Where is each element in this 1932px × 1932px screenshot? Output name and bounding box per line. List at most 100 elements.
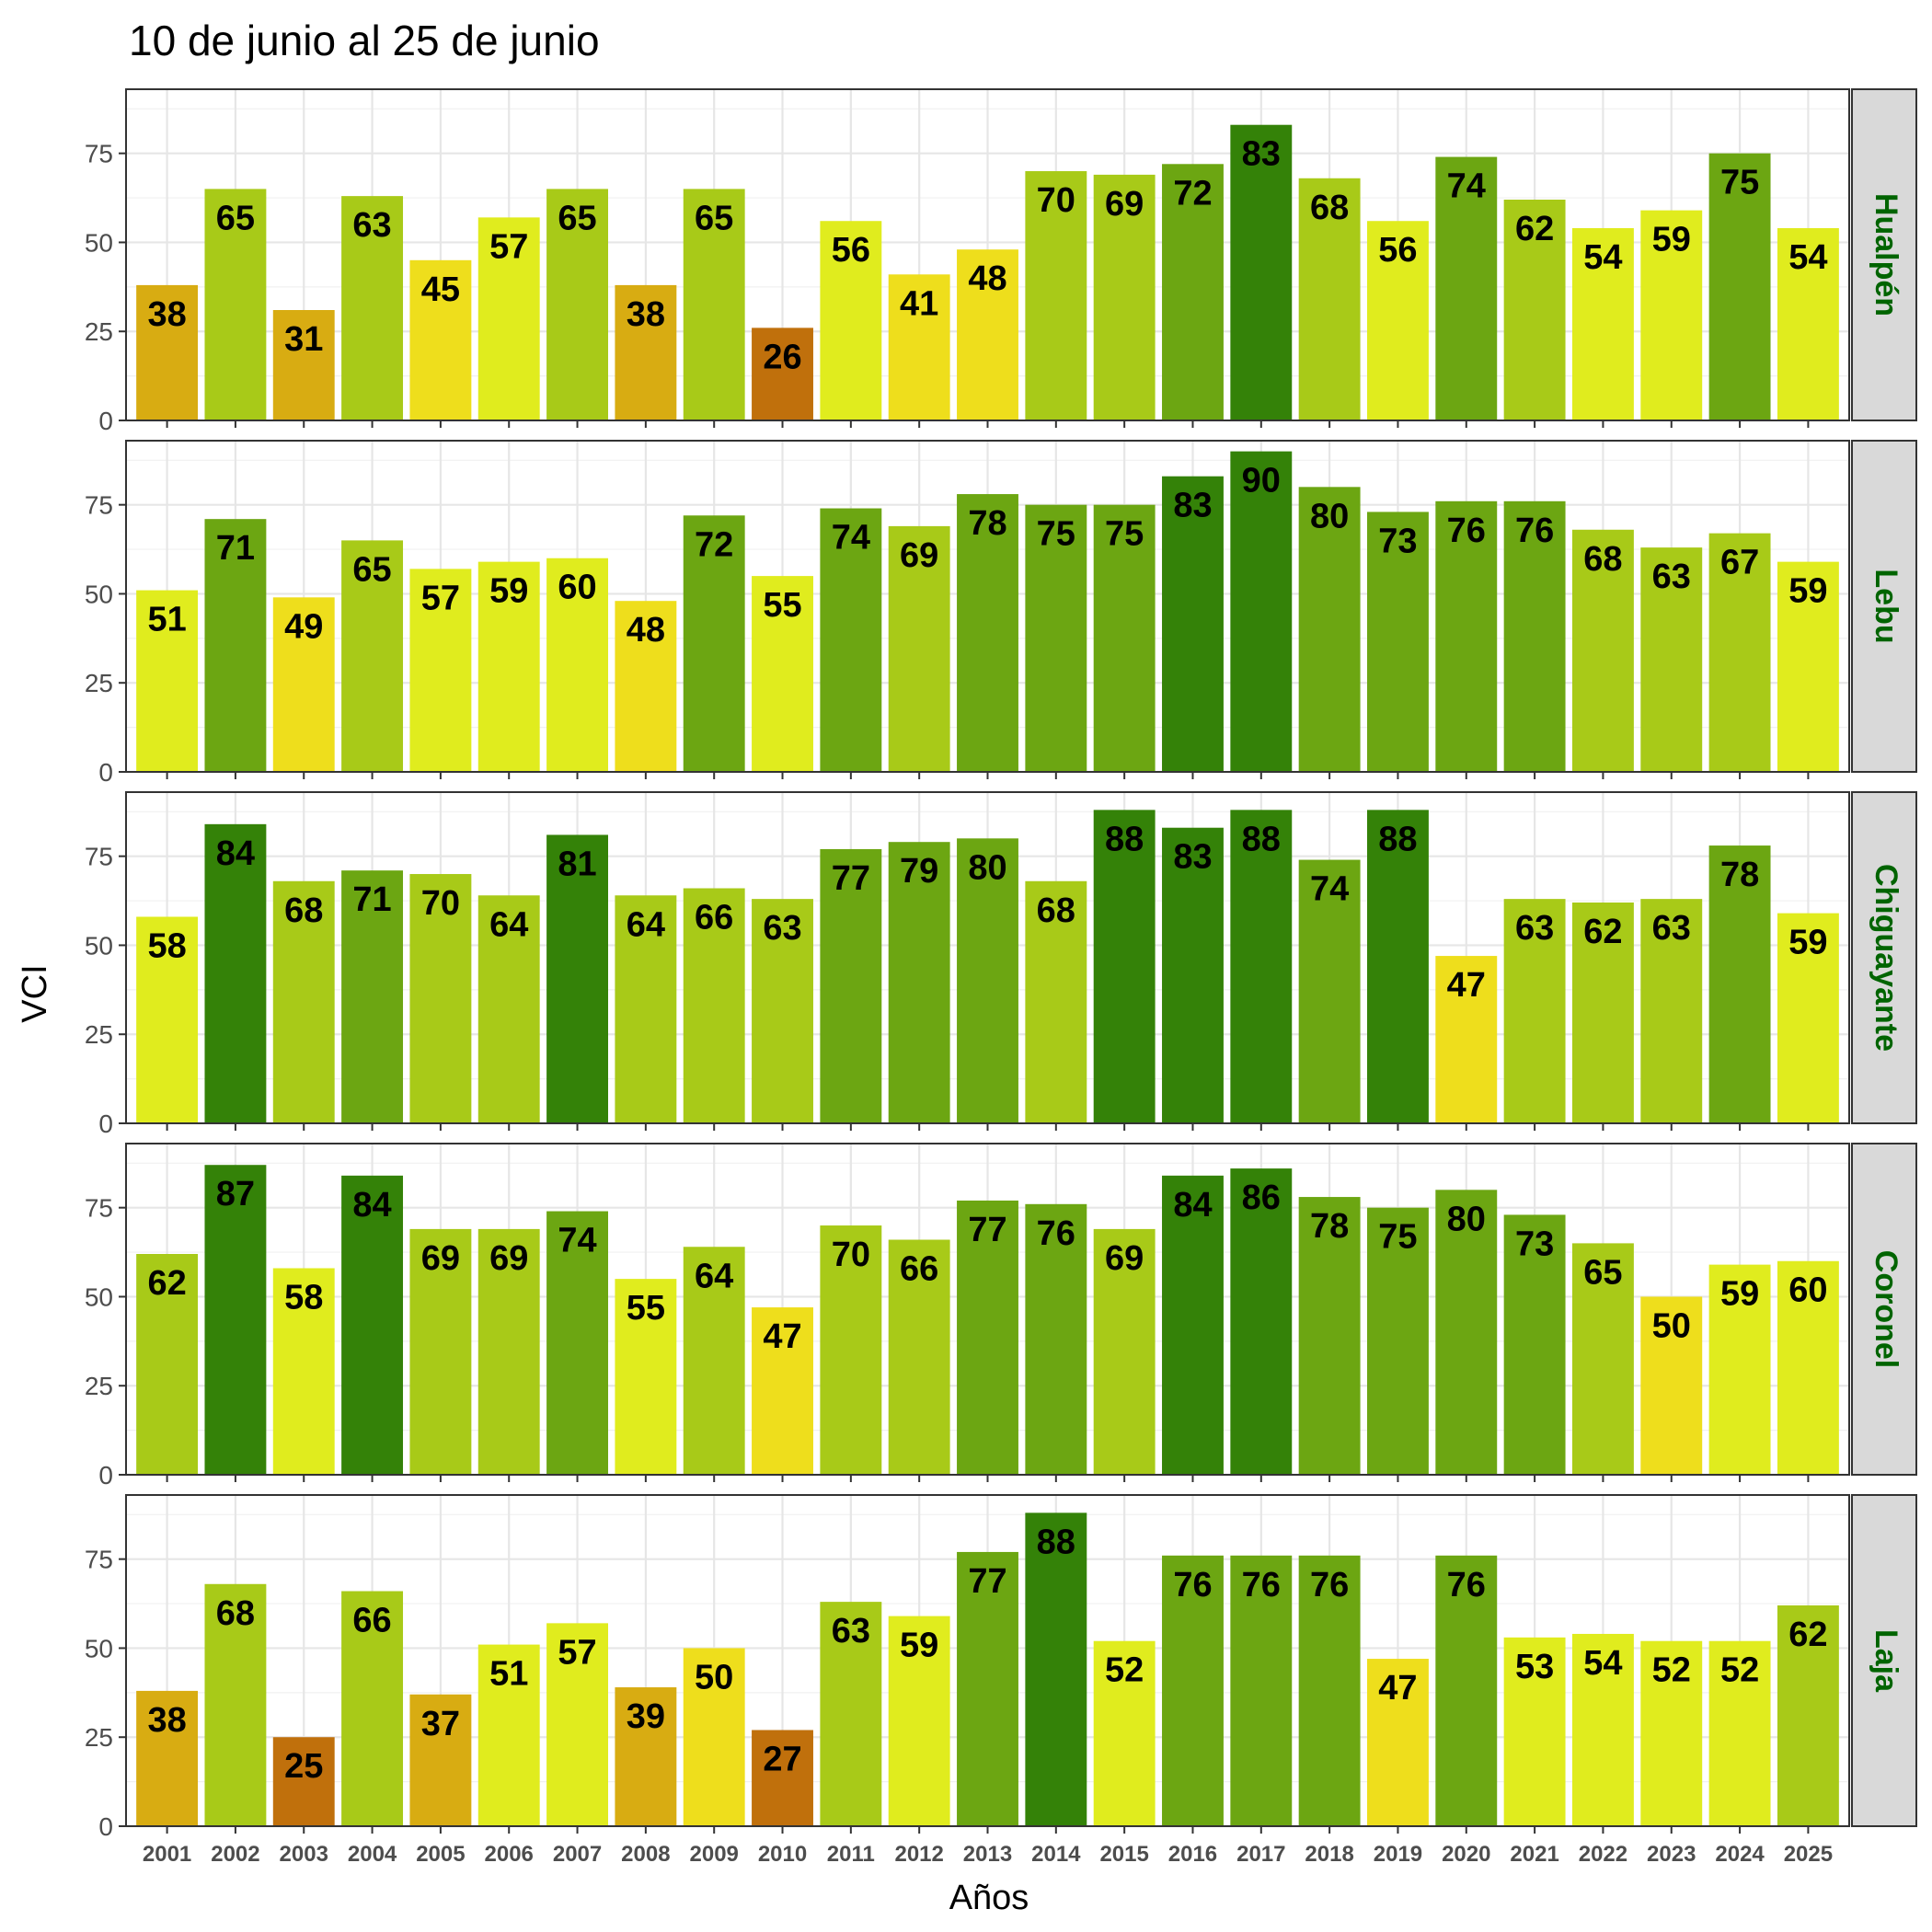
bar-Laja-2018	[1298, 1555, 1361, 1826]
bar-label: 65	[1583, 1253, 1622, 1292]
bar-Coronel-2007	[546, 1211, 608, 1475]
bar-label: 64	[695, 1257, 733, 1295]
bar-label: 52	[1105, 1651, 1144, 1690]
bar-Coronel-2004	[341, 1175, 404, 1475]
bar-label: 87	[216, 1175, 255, 1213]
facet-1: 51 71 49 65 57 59 60 48 72 55 74 69 78 75 75 83 90 80 73 76…	[85, 440, 1917, 787]
bar-Lebu-2001	[136, 590, 199, 772]
bar-label: 57	[421, 579, 460, 617]
bar-Coronel-2021	[1503, 1214, 1566, 1475]
bar-label: 84	[352, 1186, 391, 1225]
bar-Coronel-2002	[204, 1165, 267, 1475]
bar-label: 76	[1242, 1566, 1281, 1604]
bar-Hualpén-2019	[1367, 221, 1429, 420]
bar-label: 68	[1037, 891, 1075, 930]
bar-label: 64	[489, 905, 528, 944]
bar-label: 54	[1583, 1644, 1622, 1683]
y-tick-label: 25	[85, 1723, 113, 1752]
bar-Lebu-2018	[1298, 487, 1361, 772]
bar-Hualpén-2001	[136, 284, 199, 420]
bar-Laja-2019	[1367, 1659, 1429, 1826]
bar-Hualpén-2014	[1025, 171, 1087, 420]
bar-Hualpén-2011	[820, 221, 882, 420]
bar-label: 74	[832, 519, 870, 558]
bar-label: 88	[1378, 820, 1417, 858]
bar-Coronel-2006	[477, 1228, 540, 1475]
bar-Lebu-2008	[615, 601, 677, 772]
bar-label: 80	[1310, 497, 1349, 535]
bar-Hualpén-2010	[752, 328, 813, 420]
x-tick-label: 2012	[894, 1842, 943, 1867]
bar-Laja-2022	[1571, 1633, 1634, 1826]
bar-label: 51	[489, 1655, 528, 1694]
bar-Coronel-2023	[1640, 1296, 1703, 1475]
bar-label: 69	[489, 1239, 528, 1278]
x-tick-label: 2001	[143, 1842, 191, 1867]
y-tick-label: 25	[85, 317, 113, 346]
bar-label: 68	[1583, 540, 1622, 579]
bar-Coronel-2011	[820, 1225, 882, 1475]
bar-Chiguayante-2024	[1708, 845, 1771, 1123]
x-tick-label: 2015	[1099, 1842, 1148, 1867]
facet-1-strip	[1851, 440, 1917, 773]
bar-label: 76	[1515, 512, 1554, 550]
bar-label: 63	[1652, 558, 1691, 596]
bar-Hualpén-2003	[272, 310, 335, 420]
bar-label: 75	[1720, 164, 1759, 202]
bar-Coronel-2014	[1025, 1203, 1087, 1475]
bar-Laja-2020	[1435, 1555, 1498, 1826]
y-tick-label: 0	[98, 1110, 113, 1138]
bar-Lebu-2010	[752, 576, 813, 772]
y-tick-label: 75	[85, 1546, 113, 1574]
bar-label: 63	[832, 1612, 870, 1650]
bar-label: 75	[1105, 515, 1144, 554]
bar-label: 77	[832, 859, 870, 898]
bar-Coronel-2016	[1162, 1175, 1224, 1475]
bar-label: 84	[216, 834, 255, 873]
bar-Lebu-2019	[1367, 512, 1429, 772]
bar-Coronel-2005	[409, 1228, 472, 1475]
bar-Hualpén-2015	[1093, 174, 1156, 420]
bar-label: 52	[1720, 1651, 1759, 1690]
bar-Laja-2002	[204, 1583, 267, 1826]
bar-label: 79	[900, 852, 938, 891]
bar-Chiguayante-2022	[1571, 903, 1634, 1123]
bar-label: 69	[1105, 185, 1144, 224]
bar-Hualpén-2017	[1230, 124, 1293, 421]
bar-label: 62	[147, 1264, 186, 1303]
bar-Coronel-2018	[1298, 1197, 1361, 1475]
bar-label: 48	[968, 259, 1006, 298]
bar-Laja-2007	[546, 1623, 608, 1826]
bar-Coronel-2013	[957, 1200, 1018, 1475]
facet-3-strip	[1851, 1143, 1917, 1476]
x-tick-label: 2005	[416, 1842, 465, 1867]
bar-label: 73	[1515, 1225, 1554, 1263]
bar-Chiguayante-2018	[1298, 859, 1361, 1123]
y-tick-label: 50	[85, 931, 113, 960]
bar-label: 55	[627, 1289, 665, 1328]
bar-Hualpén-2025	[1777, 227, 1839, 420]
bar-Lebu-2021	[1503, 500, 1566, 772]
bar-Lebu-2007	[546, 558, 608, 772]
bar-Lebu-2013	[957, 494, 1018, 772]
bar-label: 83	[1173, 487, 1212, 525]
bar-label: 69	[900, 536, 938, 575]
bar-Chiguayante-2008	[615, 895, 677, 1123]
bar-Laja-2014	[1025, 1512, 1087, 1826]
bar-Laja-2023	[1640, 1640, 1703, 1826]
bar-Chiguayante-2004	[341, 870, 404, 1123]
bar-label: 74	[1447, 167, 1486, 206]
bar-Hualpén-2002	[204, 189, 267, 420]
bar-label: 66	[352, 1602, 391, 1640]
bar-Chiguayante-2013	[957, 838, 1018, 1123]
y-tick-label: 25	[85, 1372, 113, 1400]
facet-label: Lebu	[1869, 569, 1903, 643]
bar-Lebu-2002	[204, 519, 267, 772]
facet-label: Coronel	[1869, 1250, 1903, 1368]
bar-label: 54	[1788, 238, 1827, 277]
x-tick-label: 2010	[758, 1842, 807, 1867]
bar-label: 72	[695, 525, 733, 564]
bar-label: 75	[1037, 515, 1075, 554]
bar-label: 50	[695, 1658, 733, 1696]
bar-label: 25	[284, 1747, 323, 1786]
